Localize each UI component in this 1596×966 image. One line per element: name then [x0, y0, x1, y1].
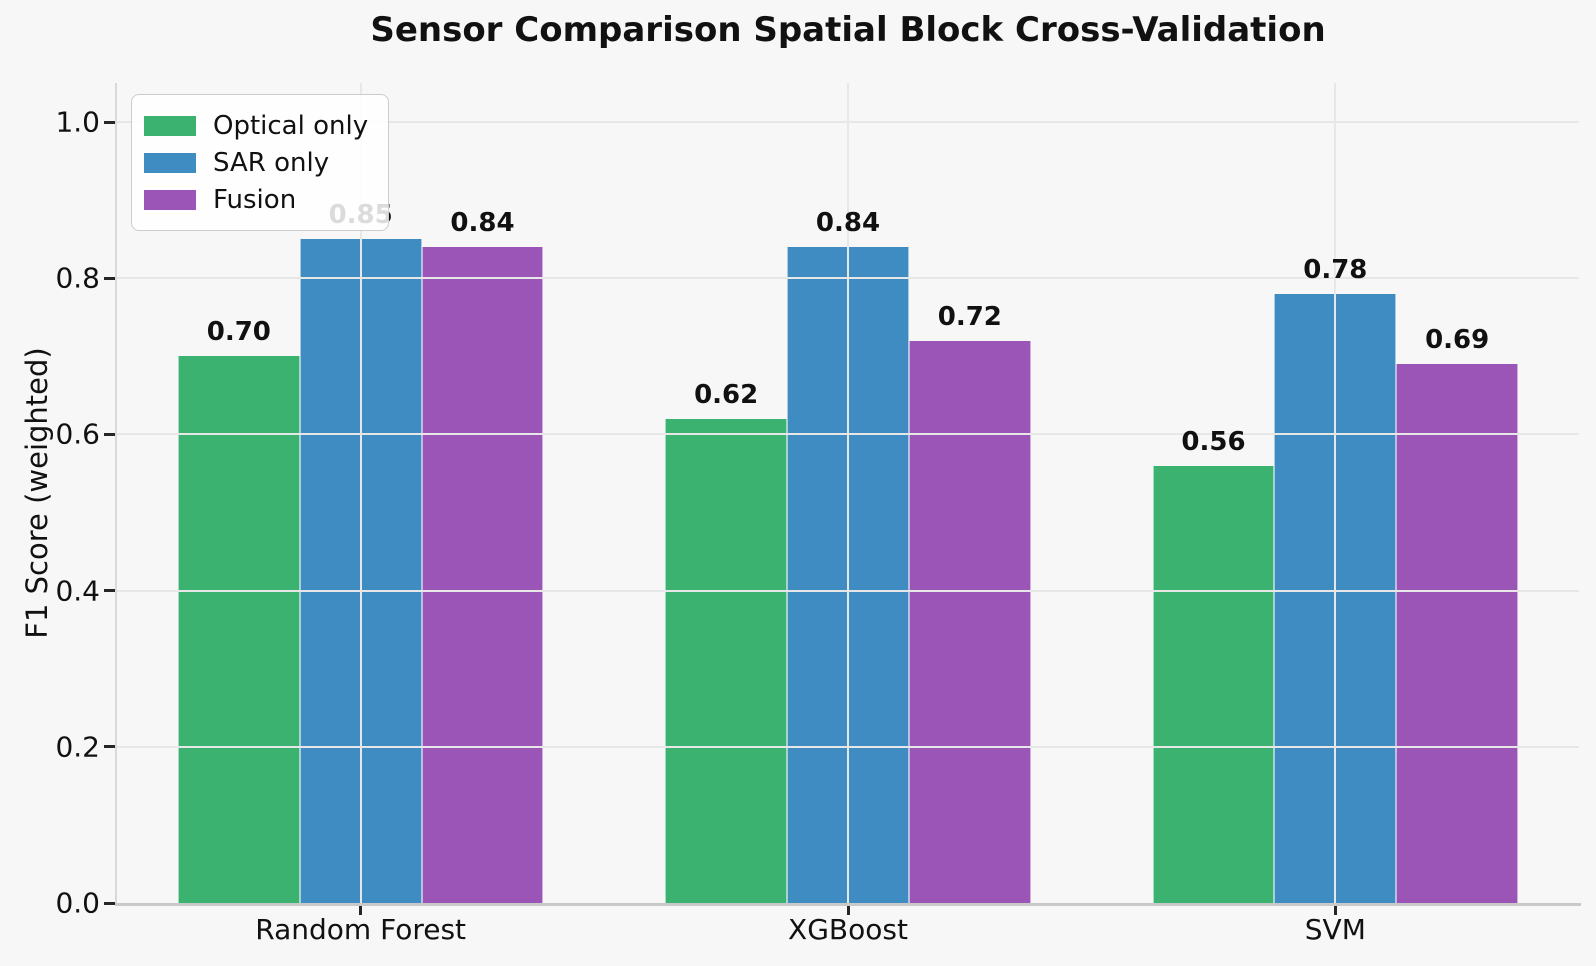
- x-axis-spine: [115, 903, 1581, 906]
- x-tick-label-svm: SVM: [1304, 913, 1366, 946]
- legend-swatch: [144, 115, 196, 136]
- y-tick-mark: [104, 120, 115, 124]
- legend-item-sar-only: SAR only: [144, 144, 368, 181]
- bar-fusion-random-forest: [421, 247, 544, 903]
- v-gridline: [847, 83, 849, 903]
- y-tick-mark: [104, 589, 115, 593]
- y-tick-label: 0.2: [55, 730, 100, 764]
- y-tick-label: 0.0: [55, 886, 100, 920]
- y-axis-spine: [115, 83, 117, 903]
- legend: Optical only SAR only Fusion: [131, 94, 390, 231]
- plot-area: 0.700.620.560.850.840.780.840.720.69 Opt…: [117, 83, 1579, 903]
- y-tick-label: 0.4: [55, 574, 100, 608]
- y-tick-mark: [104, 432, 115, 436]
- x-tick-mark: [1333, 906, 1337, 915]
- bar-value-label: 0.84: [450, 208, 515, 238]
- bar-value-label: 0.56: [1181, 426, 1246, 457]
- legend-item-fusion: Fusion: [144, 181, 368, 218]
- legend-swatch: [144, 152, 196, 173]
- legend-label: Fusion: [213, 184, 297, 215]
- bar-value-label: 0.84: [815, 208, 881, 238]
- x-tick-mark: [846, 906, 850, 915]
- bar-optical-only-random-forest: [177, 356, 300, 903]
- bar-value-label: 0.69: [1425, 325, 1490, 356]
- y-tick-mark: [104, 901, 115, 905]
- x-tick-label-random-forest: Random Forest: [255, 913, 467, 946]
- chart-title: Sensor Comparison Spatial Block Cross-Va…: [370, 10, 1326, 50]
- bar-fusion-xgboost: [908, 340, 1031, 903]
- bar-value-label: 0.78: [1303, 254, 1368, 285]
- y-tick-mark: [104, 276, 115, 280]
- legend-swatch: [144, 189, 196, 210]
- x-tick-mark: [359, 906, 363, 915]
- v-gridline: [359, 83, 362, 903]
- x-tick-label-xgboost: XGBoost: [788, 913, 908, 946]
- legend-label: SAR only: [213, 147, 330, 178]
- y-tick-label: 1.0: [55, 105, 100, 139]
- y-tick-mark: [104, 745, 115, 749]
- bar-fusion-svm: [1396, 364, 1519, 903]
- bar-optical-only-svm: [1152, 465, 1275, 903]
- v-gridline: [1334, 83, 1337, 903]
- bar-value-label: 0.70: [206, 317, 271, 348]
- y-tick-label: 0.6: [55, 417, 100, 451]
- legend-label: Optical only: [213, 110, 369, 141]
- bar-optical-only-xgboost: [665, 418, 788, 903]
- bar-value-label: 0.72: [937, 301, 1002, 332]
- y-tick-label: 0.8: [55, 261, 100, 295]
- legend-item-optical-only: Optical only: [144, 107, 368, 144]
- bar-value-label: 0.62: [694, 379, 759, 410]
